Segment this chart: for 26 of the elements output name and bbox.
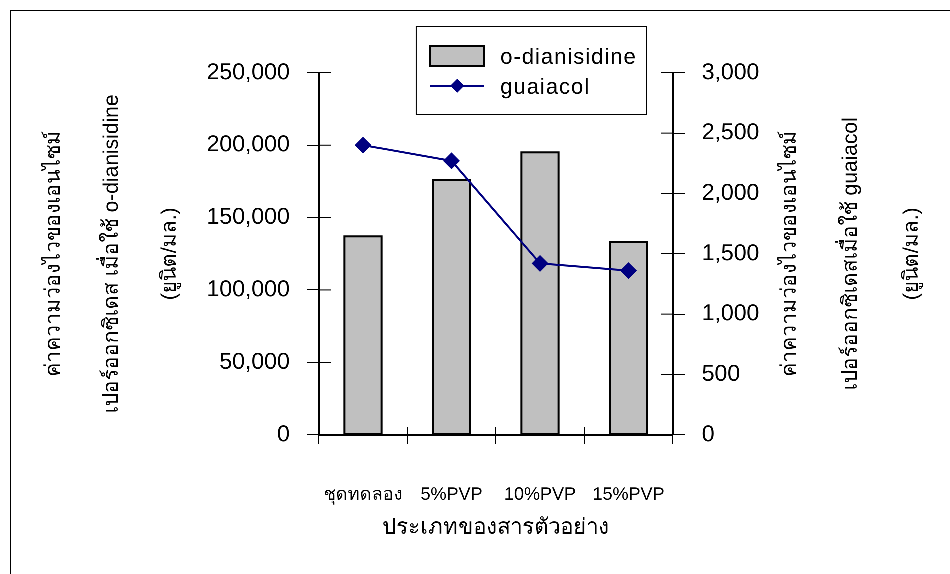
point (620, 262, 637, 279)
y-tick-label: 50,000 (220, 348, 290, 374)
x-axis-title: ประเภทของสารตัวอย่าง (382, 514, 610, 539)
y-tick-label: 150,000 (206, 203, 290, 230)
y-tick-label: 0 (277, 420, 290, 446)
y2-tick-label: 0 (702, 420, 715, 446)
x-tick-label: 15%PVP (592, 484, 665, 504)
x-tick-label: 5%PVP (420, 484, 483, 504)
y-tick-label: 250,000 (206, 58, 290, 84)
y2-tick-label: 3,000 (702, 58, 760, 84)
y-tick-label: 100,000 (206, 276, 290, 302)
y2-tick-label: 1,500 (702, 239, 760, 266)
y2-tick-label: 2,000 (702, 179, 760, 206)
text: ค่าความว่องไวของเอนไซม์ เปอร์ออกซิเดสเมื่อใช้ guaiacol (ยูนิต/มล.) (778, 117, 923, 391)
y2-tick-label: 2,500 (702, 118, 760, 145)
y-tick-label: 200,000 (206, 130, 290, 157)
y2-tick-label: 1,000 (702, 300, 760, 326)
point (355, 137, 372, 154)
y2-tick-label: 500 (702, 360, 740, 386)
legend-label: o-dianisidine (500, 44, 638, 70)
point (532, 256, 548, 272)
legend-label: guaiacol (500, 74, 590, 100)
x-tick-label: ชุดทดลอง (324, 484, 403, 505)
text: ค่าความว่องไวของเอนไซม์ เปอร์ออกซิเดส เมื่อใช้ o-dianisidine (ยูนิต/มล.) (42, 94, 181, 414)
x-tick-label: 10%PVP (504, 484, 576, 504)
point (444, 153, 460, 170)
